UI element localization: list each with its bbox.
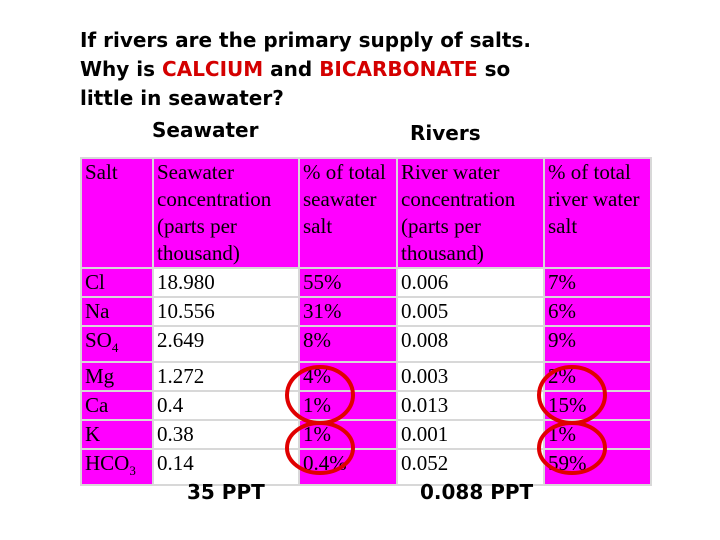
seawater-label: Seawater xyxy=(152,118,259,142)
rivers-label: Rivers xyxy=(410,121,481,145)
highlight-circle xyxy=(285,365,355,425)
value-cell: 1% xyxy=(298,390,398,422)
value-cell: 0.052 xyxy=(396,448,545,487)
highlight-circle xyxy=(285,421,355,475)
value-cell: 59% xyxy=(543,448,652,487)
header-cell: Salt xyxy=(80,157,154,269)
table-row: Ca 0.4 1% 0.013 15% xyxy=(80,390,652,422)
value-cell: 0.013 xyxy=(396,390,545,422)
title-line: Why is CALCIUM and BICARBONATE so xyxy=(80,55,531,84)
highlight-circle xyxy=(537,421,607,475)
value-cell: 8% xyxy=(298,324,398,364)
table-row: Na 10.556 31% 0.005 6% xyxy=(80,296,652,327)
header-cell: % of total river water salt xyxy=(543,157,652,269)
table-row: HCO3 0.14 0.4% 0.052 59% xyxy=(80,448,652,487)
value-cell: 55% xyxy=(298,267,398,298)
title-text: so xyxy=(477,57,511,81)
value-cell: 1.272 xyxy=(152,361,300,393)
value-cell: 18.980 xyxy=(152,267,300,298)
value-cell: 0.005 xyxy=(396,296,545,327)
header-cell: River water concentration (parts per tho… xyxy=(396,157,545,269)
highlight-circle xyxy=(537,365,607,425)
value-cell: 0.006 xyxy=(396,267,545,298)
title-text: little in seawater? xyxy=(80,86,284,110)
title-line: little in seawater? xyxy=(80,84,531,113)
value-cell: 6% xyxy=(543,296,652,327)
title-line: If rivers are the primary supply of salt… xyxy=(80,26,531,55)
salt-table: Salt Seawater concentration (parts per th… xyxy=(80,157,652,487)
seawater-total: 35 PPT xyxy=(187,480,265,504)
salt-cell: SO4 xyxy=(80,324,154,364)
salt-symbol: HCO xyxy=(85,451,130,476)
title-text: CALCIUM xyxy=(162,57,264,81)
salt-cell: Ca xyxy=(80,390,154,422)
header-cell: Seawater concentration (parts per thousa… xyxy=(152,157,300,269)
value-cell: 0.003 xyxy=(396,361,545,393)
title-text: and xyxy=(263,57,320,81)
rivers-total: 0.088 PPT xyxy=(420,480,534,504)
value-cell: 31% xyxy=(298,296,398,327)
salt-cell: K xyxy=(80,419,154,451)
table-row: SO4 2.649 8% 0.008 9% xyxy=(80,324,652,364)
salt-cell: Mg xyxy=(80,361,154,393)
value-cell: 0.38 xyxy=(152,419,300,451)
slide-title: If rivers are the primary supply of salt… xyxy=(80,26,531,113)
value-cell: 4% xyxy=(298,361,398,393)
value-cell: 10.556 xyxy=(152,296,300,327)
header-cell: % of total seawater salt xyxy=(298,157,398,269)
value-cell: 0.4% xyxy=(298,448,398,487)
title-text: Why is xyxy=(80,57,163,81)
salt-subscript: 4 xyxy=(111,340,119,356)
salt-cell: Na xyxy=(80,296,154,327)
value-cell: 0.4 xyxy=(152,390,300,422)
value-cell: 0.001 xyxy=(396,419,545,451)
value-cell: 9% xyxy=(543,324,652,364)
value-cell: 2.649 xyxy=(152,324,300,364)
value-cell: 0.14 xyxy=(152,448,300,487)
salt-cell: Cl xyxy=(80,267,154,298)
value-cell: 7% xyxy=(543,267,652,298)
salt-symbol: SO xyxy=(85,328,112,352)
table-row: Cl 18.980 55% 0.006 7% xyxy=(80,267,652,298)
title-text: If rivers are the primary supply of salt… xyxy=(80,28,531,52)
salt-subscript: 3 xyxy=(129,463,136,479)
value-cell: 0.008 xyxy=(396,324,545,364)
title-text: BICARBONATE xyxy=(319,57,478,81)
salt-cell: HCO3 xyxy=(80,448,154,487)
